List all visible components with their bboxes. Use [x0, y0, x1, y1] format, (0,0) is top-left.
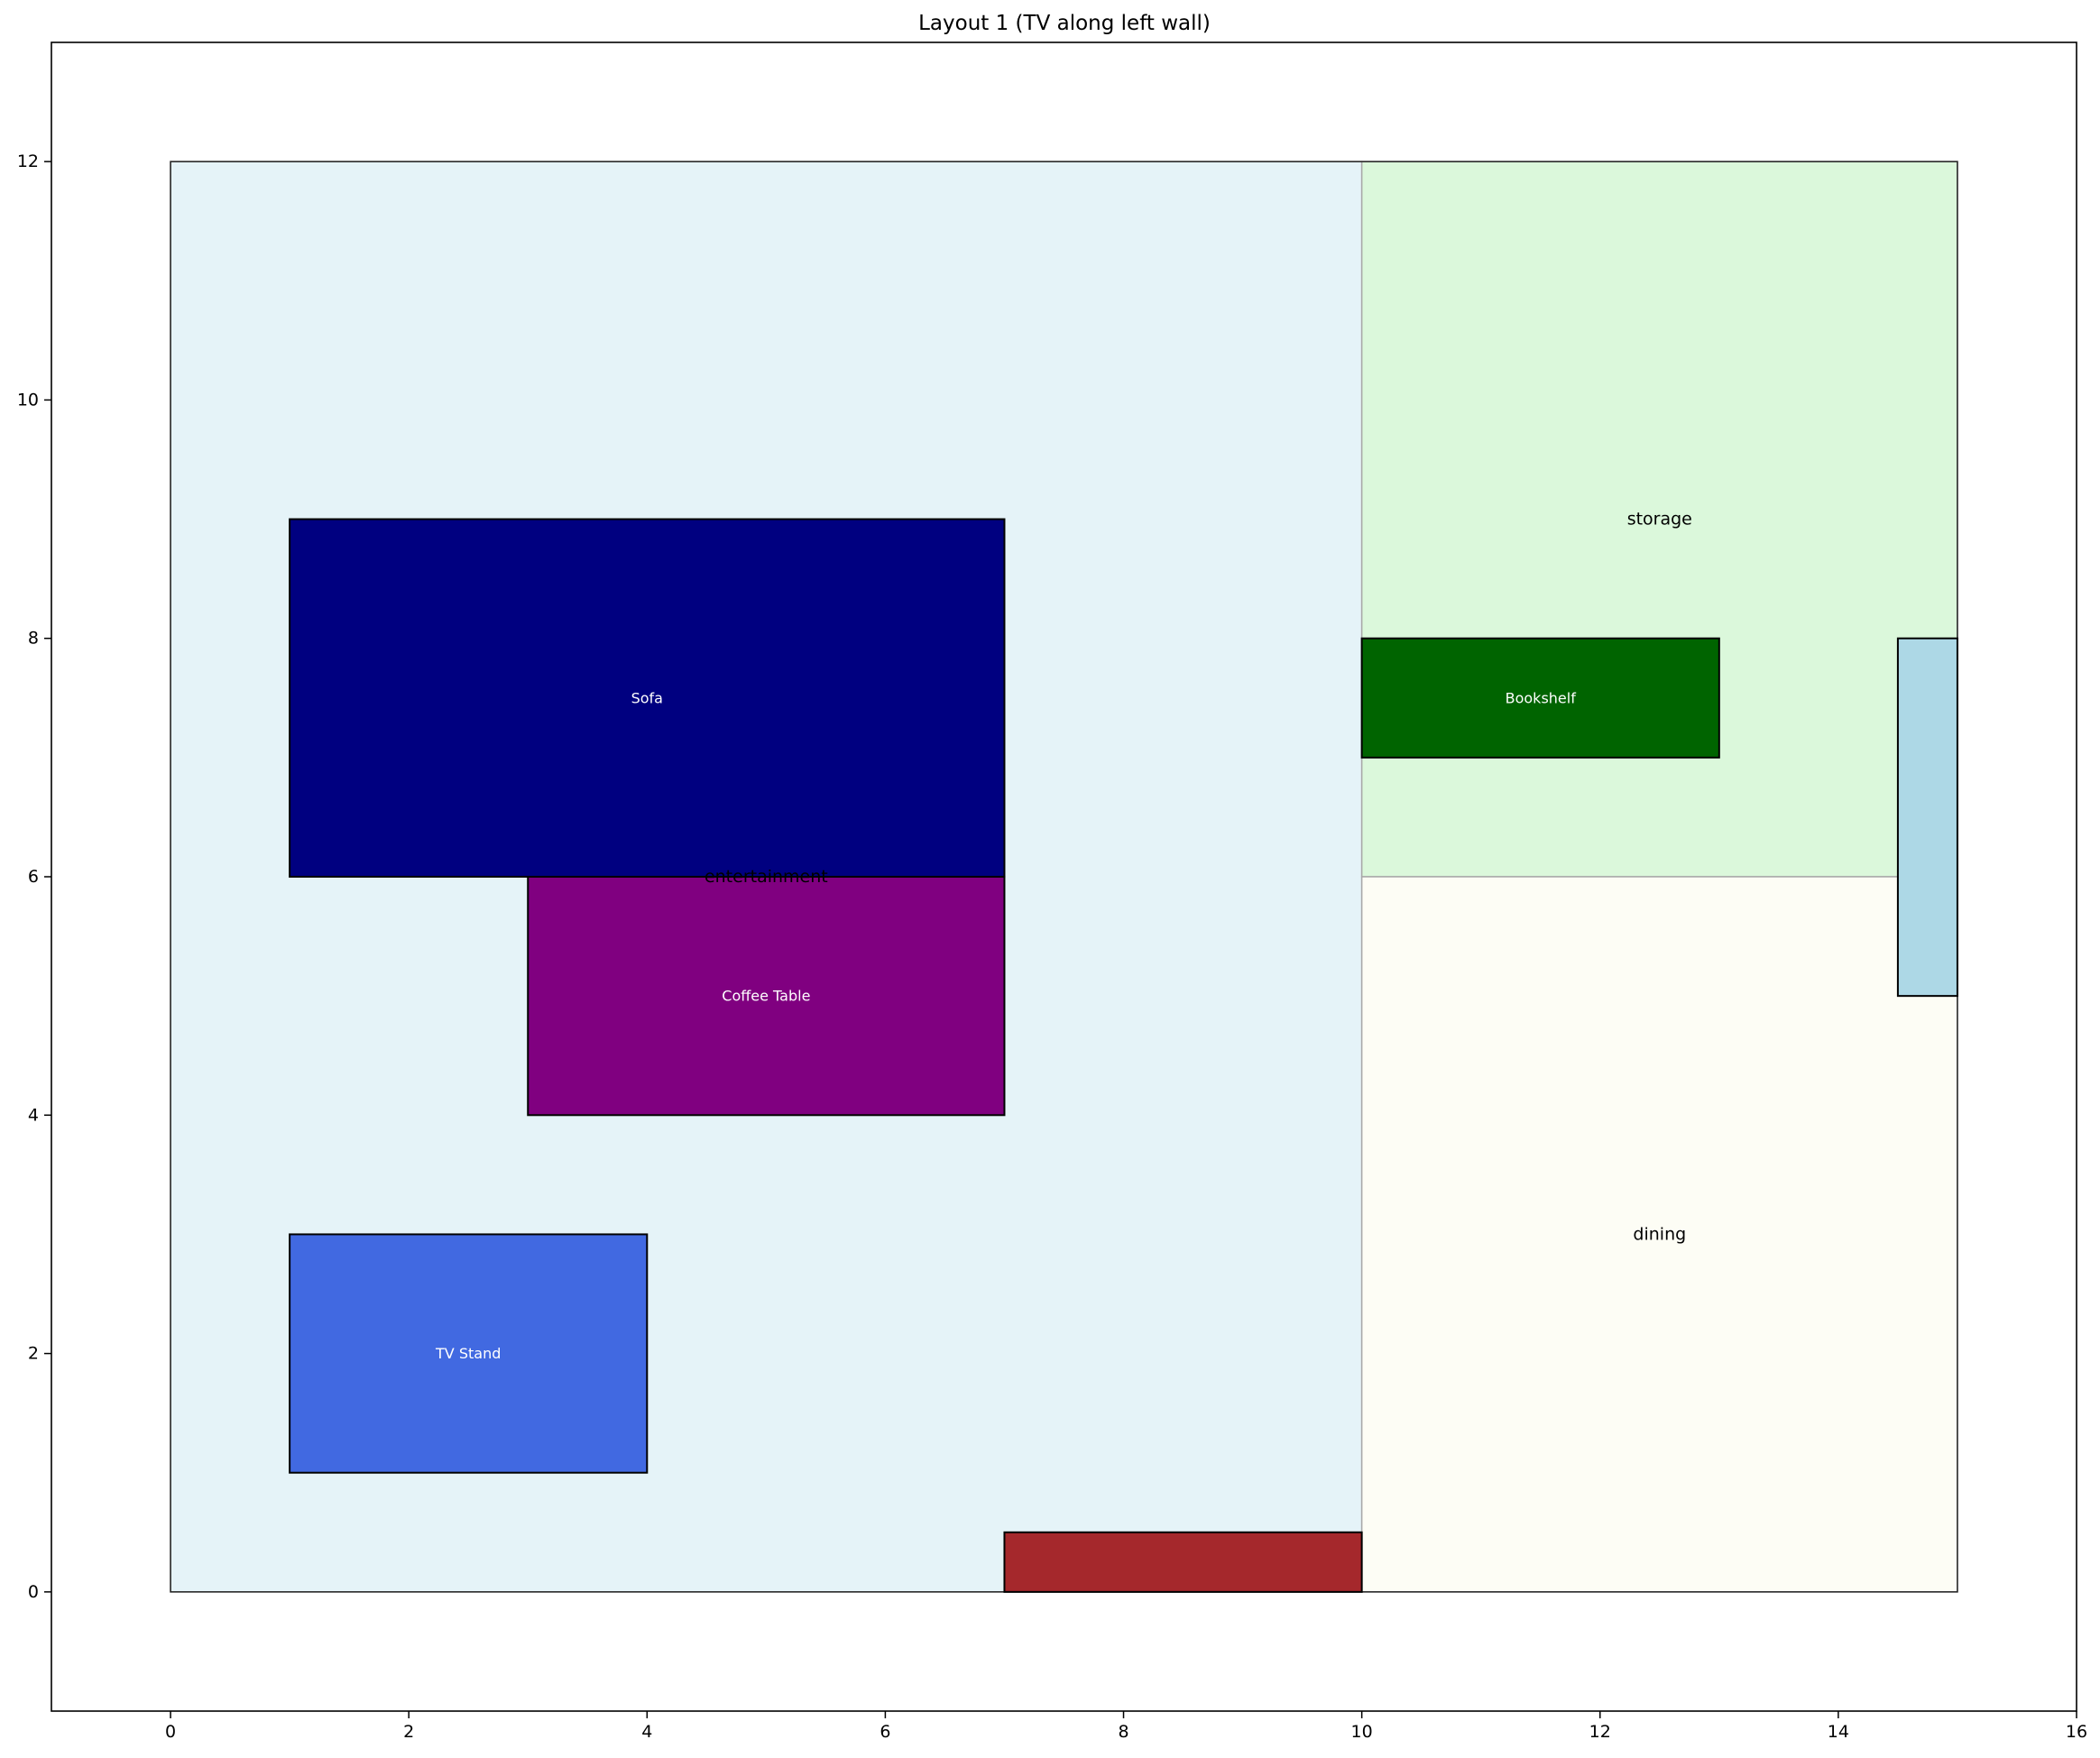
- x-tick-label: 14: [1828, 1722, 1849, 1742]
- y-tick-label: 2: [28, 1344, 39, 1364]
- furniture-bookshelf: [1360, 637, 1720, 759]
- x-tick-label: 8: [1118, 1722, 1128, 1742]
- furniture-tv-stand: [289, 1233, 649, 1474]
- furniture-layer: [289, 518, 1958, 1593]
- furniture-sofa: [289, 518, 1006, 878]
- furniture-unlabeled-4: [1003, 1531, 1363, 1593]
- y-tick-label: 4: [28, 1105, 39, 1125]
- x-tick-label: 10: [1351, 1722, 1373, 1742]
- furniture-label-tv-stand: TV Stand: [435, 1345, 501, 1362]
- x-tick-label: 0: [165, 1722, 176, 1742]
- furniture-label-coffee-table: Coffee Table: [722, 988, 810, 1005]
- y-tick-label: 0: [28, 1582, 39, 1602]
- zone-dining: [1360, 876, 1958, 1593]
- y-tick-label: 10: [17, 390, 39, 410]
- axes-layer: 0 2 4 6 8 10 12 14 16 0 2 4 6 8 10 12: [17, 41, 2087, 1742]
- zone-label-entertainment: entertainment: [705, 867, 828, 887]
- furniture-unlabeled-5: [1896, 637, 1958, 998]
- zone-label-storage: storage: [1627, 510, 1692, 529]
- x-tick-label: 2: [403, 1722, 414, 1742]
- y-tick-label: 12: [17, 152, 39, 171]
- furniture-coffee-table: [527, 876, 1006, 1117]
- x-tick-label: 16: [2066, 1722, 2087, 1742]
- furniture-label-bookshelf: Bookshelf: [1506, 689, 1577, 706]
- chart-title: Layout 1 (TV along left wall): [918, 12, 1211, 35]
- x-tick-label: 6: [880, 1722, 890, 1742]
- furniture-label-sofa: Sofa: [631, 689, 663, 706]
- x-tick-label: 4: [641, 1722, 652, 1742]
- labels-layer: Sofa Coffee Table TV Stand Bookshelf enterta…: [435, 510, 1692, 1363]
- x-tick-label: 12: [1589, 1722, 1611, 1742]
- zone-label-dining: dining: [1633, 1224, 1686, 1244]
- y-tick-label: 6: [28, 867, 39, 887]
- y-tick-label: 8: [28, 629, 39, 649]
